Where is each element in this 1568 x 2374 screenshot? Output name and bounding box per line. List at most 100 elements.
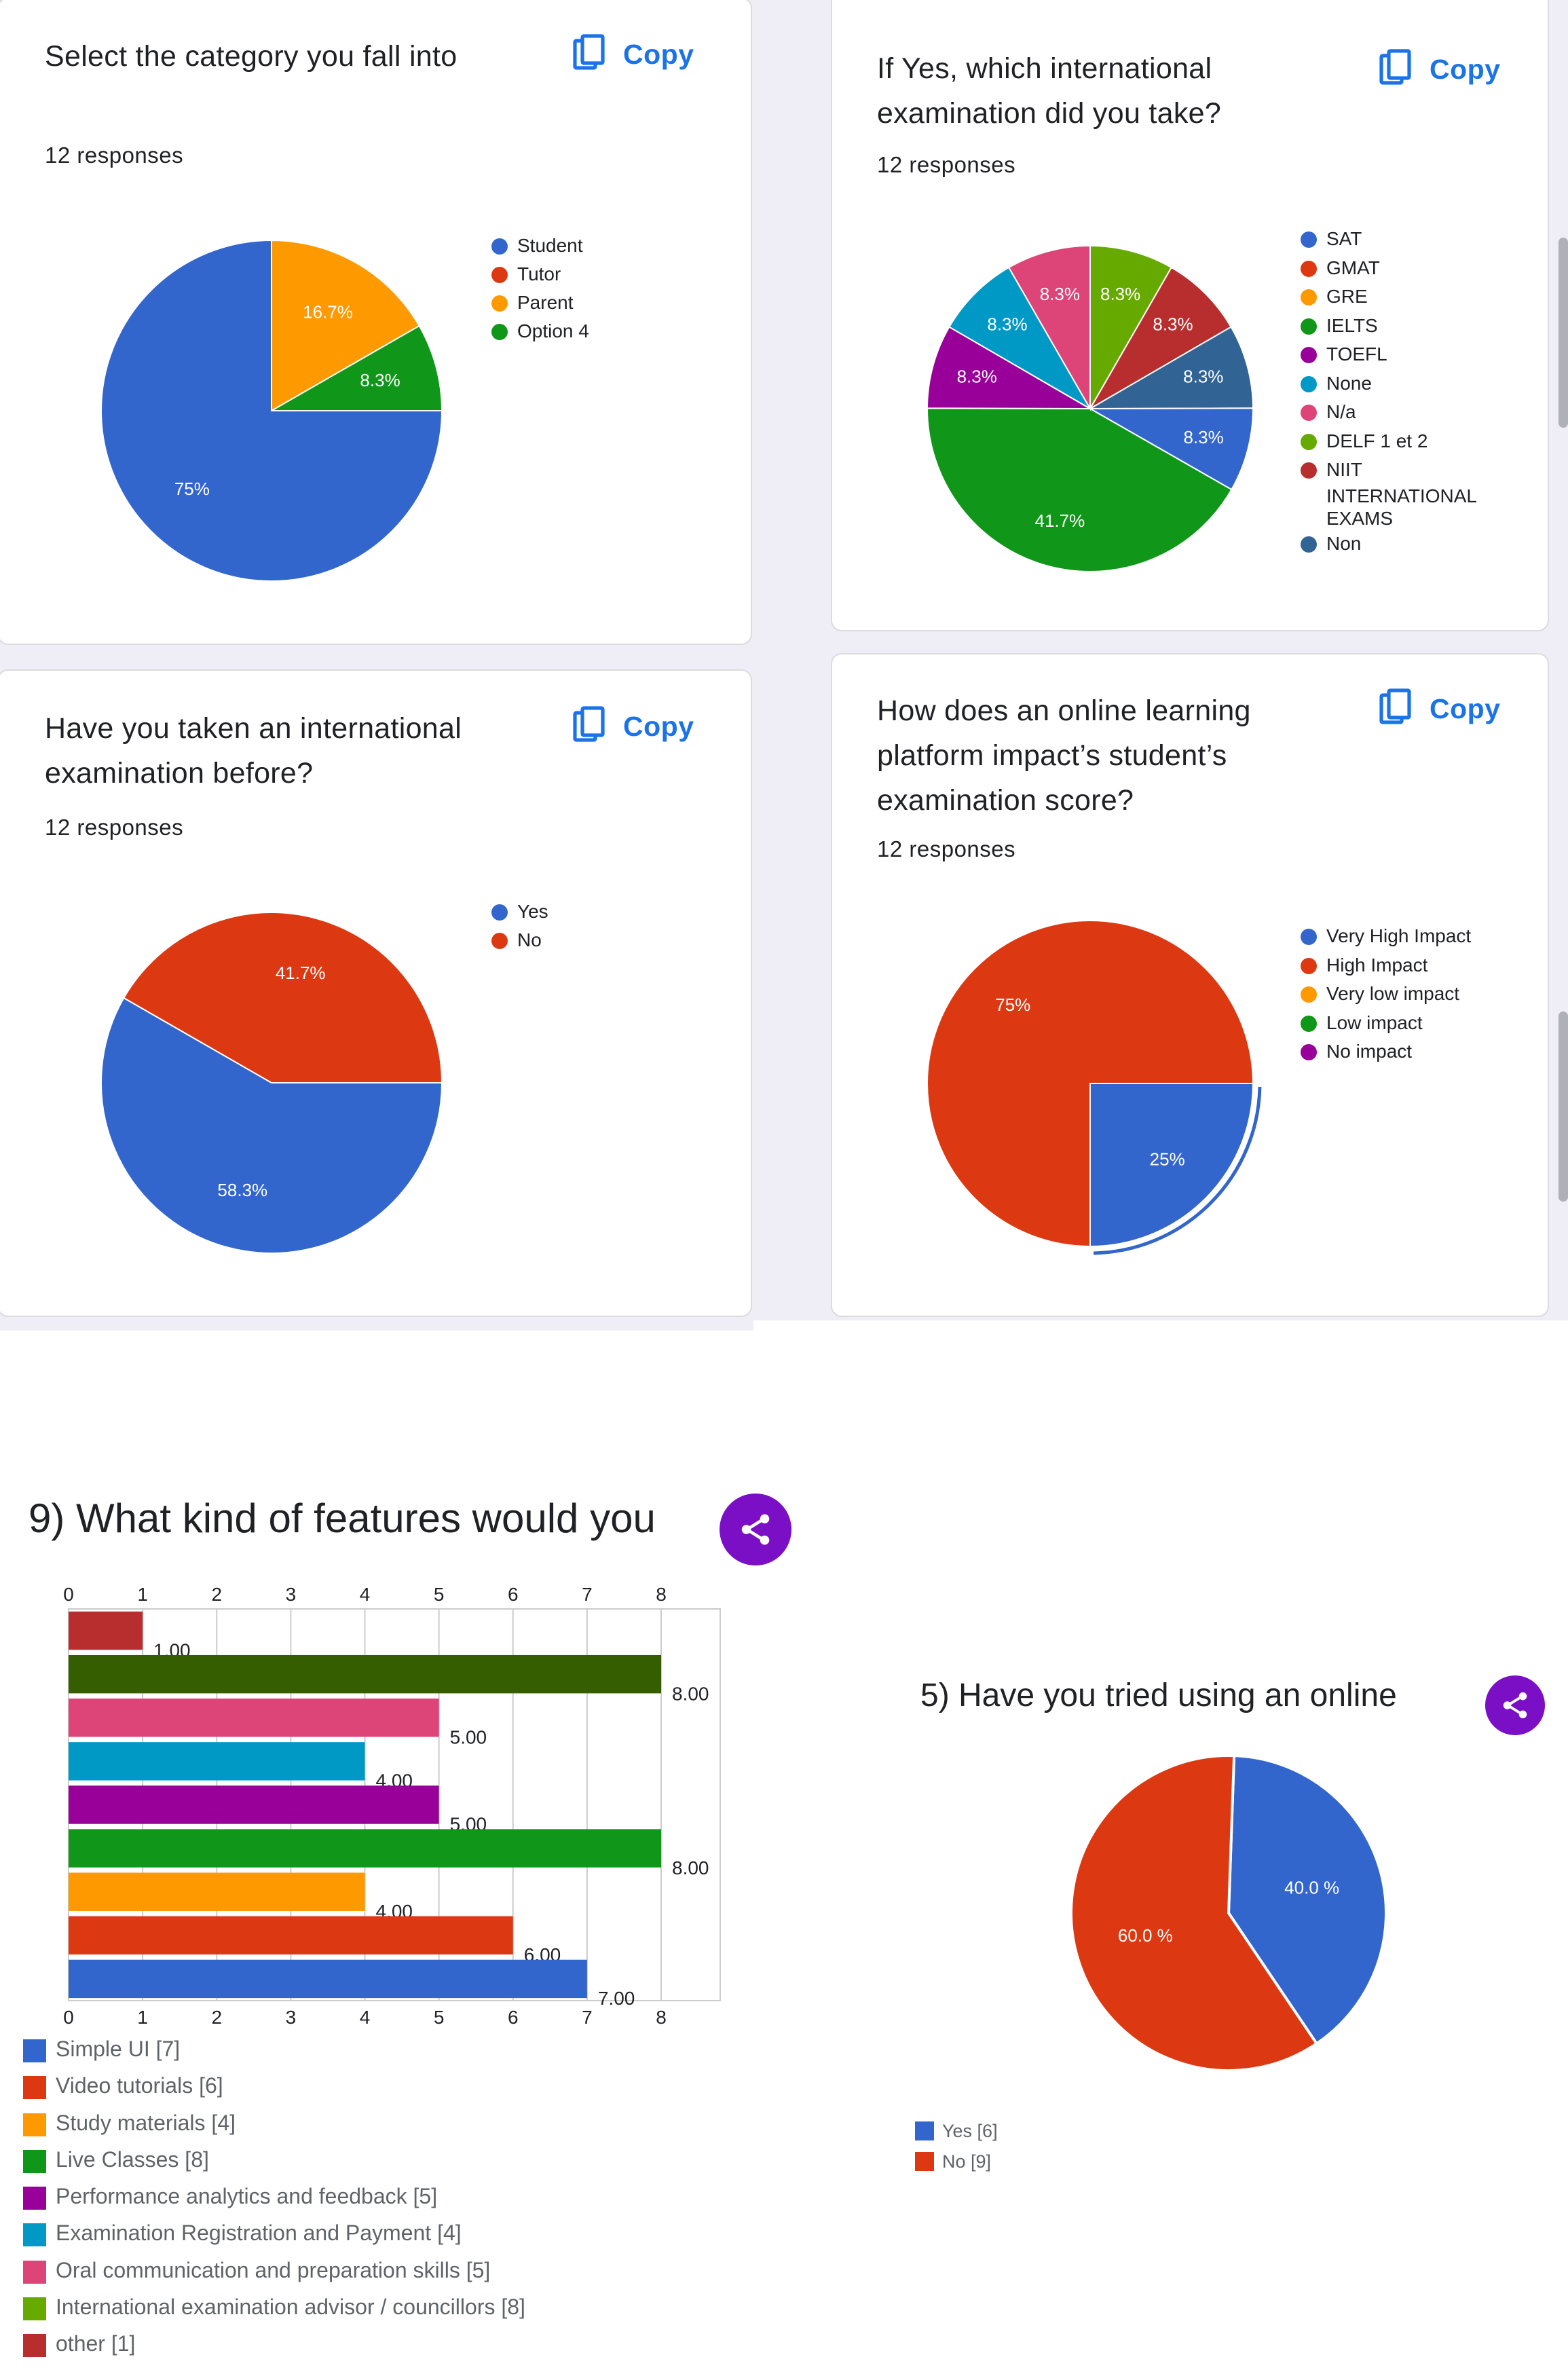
share-button-q5[interactable] [1485,1675,1545,1735]
share-button-q9[interactable] [720,1494,791,1565]
legend-item: Simple UI [7] [23,2034,525,2071]
legend-swatch [1301,929,1317,945]
legend-item: Option 4 [491,317,589,346]
pie-slice-n-a [1007,244,1091,411]
legend-item: Yes [491,897,548,926]
q5-title: 5) Have you tried using an online [920,1677,1397,1713]
legend-swatch [1301,231,1317,248]
legend-item: GMAT [1301,254,1477,283]
copy-button[interactable]: Copy [1379,49,1501,90]
pie-slice-yes [100,997,443,1254]
scrollbar-thumb-lower[interactable] [1558,1012,1568,1202]
legend-item: NIIT INTERNATIONAL EXAMS [1301,456,1477,530]
pie-chart-impact: 25% 75% [927,920,1262,1255]
legend-label: Tutor [517,263,561,284]
x-tick-label-top: 2 [211,1584,222,1605]
scrollbar-thumb-upper[interactable] [1558,238,1568,428]
pie-slice-label: 8.3% [1100,284,1140,304]
pie-slice-highlight [1093,1086,1262,1255]
x-tick-label-bottom: 4 [360,2007,371,2028]
legend-swatch [491,295,508,312]
pie-slice-sat [1087,407,1254,491]
x-tick-label-bottom: 8 [656,2007,667,2028]
legend-label: DELF 1 et 2 [1326,430,1428,451]
pie-slice-label: 8.3% [1183,367,1223,387]
legend-swatch [491,324,508,340]
pie-slice-label: 25% [1150,1149,1185,1170]
legend-label: SAT [1326,228,1362,249]
pie-slice-no [1070,1754,1319,2072]
copy-button[interactable]: Copy [1379,688,1501,729]
x-tick-label-top: 3 [286,1584,297,1605]
pie-slice-none [948,266,1092,411]
legend-item: No [491,926,548,954]
legend-swatch [1301,462,1317,479]
legend-label: Simple UI [7] [56,2037,181,2061]
x-tick-label-bottom: 2 [211,2007,222,2028]
legend-label: NIIT [1326,459,1362,480]
legend-item: GRE [1301,282,1477,312]
legend-swatch [1301,986,1317,1003]
legend-swatch [491,933,508,949]
legend-item: International examination advisor / coun… [23,2292,525,2329]
legend-swatch [491,238,508,255]
legend-swatch [1301,375,1317,392]
legend-label: Option 4 [517,320,589,341]
legend-swatch [23,2113,46,2136]
pie-slice-label: 16.7% [303,301,353,322]
legend-item: Live Classes [8] [23,2145,525,2181]
x-tick-label-bottom: 0 [63,2007,74,2028]
legend-item: Examination Registration and Payment [4] [23,2218,525,2255]
legend-impact: Very High Impact High Impact Very low impa… [1301,922,1471,1067]
legend-label: Yes [517,901,548,922]
legend-label: Non [1326,532,1362,554]
bar-oral-communication-and-preparation-skills [69,1699,439,1737]
card-category: Select the category you fall into Copy 1… [0,0,752,645]
bar-examination-registration-and-payment [69,1742,365,1781]
legend-item: Very High Impact [1301,922,1471,951]
legend-item: Performance analytics and feedback [5] [23,2181,525,2218]
legend-item: SAT [1301,225,1477,254]
copy-label: Copy [1430,53,1501,85]
pie-slice-very-high-impact [1089,1083,1254,1248]
legend-label: Very low impact [1326,983,1460,1004]
card-title: Select the category you fall into [45,40,458,73]
legend-swatch [1301,405,1317,421]
legend-label: other [1] [56,2331,136,2356]
legend-item: other [1] [23,2329,525,2365]
legend-swatch [1301,260,1317,277]
legend-label: GMAT [1326,257,1380,278]
legend-swatch [1301,1044,1317,1060]
legend-label: None [1326,372,1372,394]
legend-swatch [1301,347,1317,363]
copy-button[interactable]: Copy [573,706,694,747]
pie-slice-option-4 [269,324,443,411]
pie-slice-no [122,912,443,1083]
copy-button[interactable]: Copy [573,34,694,75]
legend-item: Student [491,231,589,260]
x-tick-label-bottom: 7 [582,2007,593,2028]
pie-slice-label: 8.3% [1183,427,1223,447]
legend-item: No impact [1301,1037,1471,1067]
legend-item: TOEFL [1301,340,1477,369]
legend-swatch [23,2076,46,2100]
legend-item: Yes [6] [915,2118,998,2149]
pie-slice-label: 8.3% [1153,314,1193,334]
pie-chart-q5: 40.0 % 60.0 % [1070,1754,1387,2072]
pie-slice-label: 8.3% [987,314,1027,334]
legend-item: Video tutorials [6] [23,2071,525,2107]
pie-slice-ielts [926,407,1233,572]
pie-slice-niit-international-exams [1088,266,1232,411]
legend-swatch [1301,318,1317,335]
bar-other [69,1611,143,1650]
legend-swatch [23,2223,46,2247]
legend-item: Oral communication and preparation skill… [23,2255,525,2292]
pie-chart-exam-which: 8.3% 8.3% 8.3% 8.3% 41.7% 8.3% 8.3% 8.3% [926,244,1254,572]
legend-label: TOEFL [1326,344,1387,365]
bar-simple-ui [69,1959,587,1999]
legend-swatch [23,2187,46,2210]
x-tick-label-top: 7 [582,1584,593,1605]
legend-exam-which: SAT GMAT GRE IELTS TOEFL None N/a DELF 1 et 2 NI… [1301,225,1477,558]
q9-title: 9) What kind of features would you [29,1496,656,1541]
legend-label: Live Classes [8] [56,2147,209,2172]
